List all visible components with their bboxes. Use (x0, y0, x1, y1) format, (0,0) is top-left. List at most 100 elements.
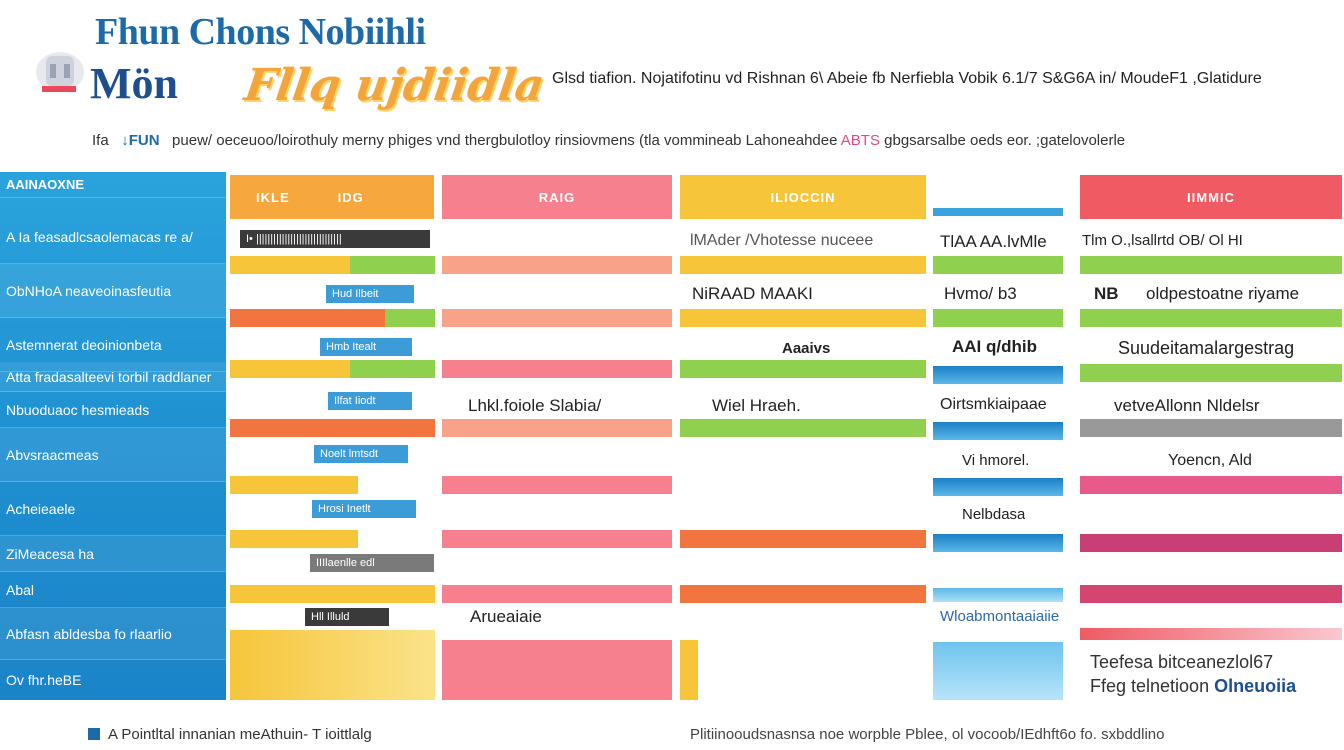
sidebar-item[interactable]: Astemnerat deoinionbeta (0, 318, 226, 372)
bar (442, 640, 672, 700)
tagline-suffix: gbgsarsalbe oeds eor. ;gatelovolerle (884, 132, 1126, 149)
tagline-main: puew/ oeceuoo/loirothuly merny phiges vn… (172, 132, 838, 149)
sidebar-item[interactable]: Acheieaele (0, 482, 226, 536)
bar (230, 630, 435, 700)
table-cell: Oirtsmkiaipaae (940, 396, 1047, 413)
bar (385, 309, 435, 327)
footer-left: A Pointltal innanian meAthuin- T ioittla… (88, 726, 372, 743)
table-cell: Tlm O.,lsallrtd OB/ Ol HI (1082, 232, 1243, 249)
table-cell: lMAder /Vhotesse nuceee (690, 232, 874, 249)
bar (230, 256, 350, 274)
data-chip: Hud Ilbeit (326, 285, 414, 303)
legend-square-icon (88, 728, 100, 740)
bar (680, 640, 698, 700)
table-cell: Arueaiaie (470, 607, 542, 626)
table-cell: Nelbdasa (962, 506, 1026, 523)
bar (1080, 534, 1342, 552)
table-cell: vetveAllonn Nldelsr (1114, 396, 1260, 415)
bar (230, 530, 358, 548)
table-cell: Wiel Hraeh. (712, 396, 801, 415)
page-title-script: Fllq ujdiidla (241, 60, 548, 111)
sidebar-item[interactable]: A Ia feasadlcsaolemacas re a/ (0, 210, 226, 264)
column-header-2: RAIG (442, 175, 672, 219)
note-line: Ffeg telnetioon Olneuoiia (1090, 676, 1296, 697)
data-chip: IIIlaenlle edl (310, 554, 434, 572)
bar (933, 534, 1063, 552)
sidebar-item[interactable]: ObNHoA neaveoinasfeutia (0, 264, 226, 318)
table-cell: Lhkl.foiole Slabia/ (468, 396, 602, 415)
sidebar-header: AAINAOXNE (0, 172, 226, 198)
tagline-highlight: ABTS (840, 132, 880, 149)
bar (933, 588, 1063, 602)
bar (1080, 476, 1342, 494)
header-subtitle: Glsd tiafion. Nojatifotinu vd Rishnan 6\… (552, 70, 1262, 87)
column-header-1: IKLE IDG (230, 175, 434, 219)
data-chip: Hmb Itealt (320, 338, 412, 356)
bar (680, 360, 926, 378)
bar (442, 360, 672, 378)
table-cell: Hvmo/ b3 (944, 284, 1017, 303)
tagline-prefix: Ifa (92, 132, 109, 149)
sidebar-item[interactable]: Nbuoduaoc hesmieads (0, 392, 226, 428)
bar (350, 256, 435, 274)
table-cell: oldpestoatne riyame (1146, 284, 1300, 303)
sidebar-item[interactable]: Abal (0, 572, 226, 608)
bar (350, 360, 435, 378)
bar (680, 530, 926, 548)
bar (933, 642, 1063, 700)
column-header-1-label-a: IKLE (256, 189, 290, 205)
table-cell: Suudeitamalargestrag (1118, 338, 1295, 358)
bar (442, 530, 672, 548)
bar (1080, 364, 1342, 382)
sidebar-item[interactable]: Atta fradasalteevi torbil raddlaner (0, 362, 226, 392)
bar (442, 256, 672, 274)
bar (442, 419, 672, 437)
data-chip: Hrosi Inetlt (312, 500, 416, 518)
table-cell: TlAA AA.lvMle (940, 232, 1047, 251)
bar (230, 360, 350, 378)
column-header-1-label-b: IDG (337, 189, 364, 205)
sidebar-item[interactable]: Abvsraacmeas (0, 428, 226, 482)
sidebar-item[interactable]: Ov fhr.heBE (6, 672, 82, 688)
table-cell: NiRAAD MAAKI (692, 284, 813, 303)
bar (933, 309, 1063, 327)
table-cell: Wloabmontaaiaiie (940, 608, 1060, 625)
footer-right: Plitiinooudsnasnsa noe worpble Pblee, ol… (690, 726, 1165, 743)
bar (230, 419, 435, 437)
mascot-icon (36, 52, 84, 92)
bar (933, 366, 1063, 384)
note-emphasis: Olneuoiia (1214, 676, 1297, 696)
data-chip: Ilfat Iiodt (328, 392, 412, 410)
table-cell: AAI q/dhib (952, 337, 1037, 356)
sidebar-item[interactable]: ZiMeacesa ha (0, 536, 226, 572)
bar (442, 309, 672, 327)
bar (933, 422, 1063, 440)
table-cell: Vi hmorel. (962, 452, 1030, 469)
bar (230, 309, 385, 327)
bar (230, 585, 435, 603)
bar (442, 476, 672, 494)
bar (933, 478, 1063, 496)
bar (1080, 585, 1342, 603)
bar (442, 585, 672, 603)
tagline-accent: ↓FUN (121, 132, 160, 149)
bar (680, 256, 926, 274)
bar (680, 309, 926, 327)
bar (1080, 419, 1342, 437)
bar (1080, 309, 1342, 327)
tagline: Ifa ↓FUN puew/ oeceuoo/loirothuly merny … (92, 132, 1332, 149)
data-chip: Noelt lmtsdt (314, 445, 408, 463)
bar (680, 419, 926, 437)
column-header-4 (933, 208, 1063, 216)
footer-left-text: A Pointltal innanian meAthuin- T ioittla… (108, 726, 372, 743)
column-header-3: ILIOCCIN (680, 175, 926, 219)
page-title-secondary: Mön (90, 59, 178, 108)
column-header-5: IIMMIC (1080, 175, 1342, 219)
data-chip: Hll Illuld (305, 608, 389, 626)
bar (1080, 256, 1342, 274)
bar (933, 256, 1063, 274)
sidebar-item[interactable]: Abfasn abldesba fo rlaarlio (0, 608, 226, 660)
note-text: Ffeg telnetioon (1090, 676, 1210, 696)
note-line: Teefesa bitceanezlol67 (1090, 652, 1274, 672)
